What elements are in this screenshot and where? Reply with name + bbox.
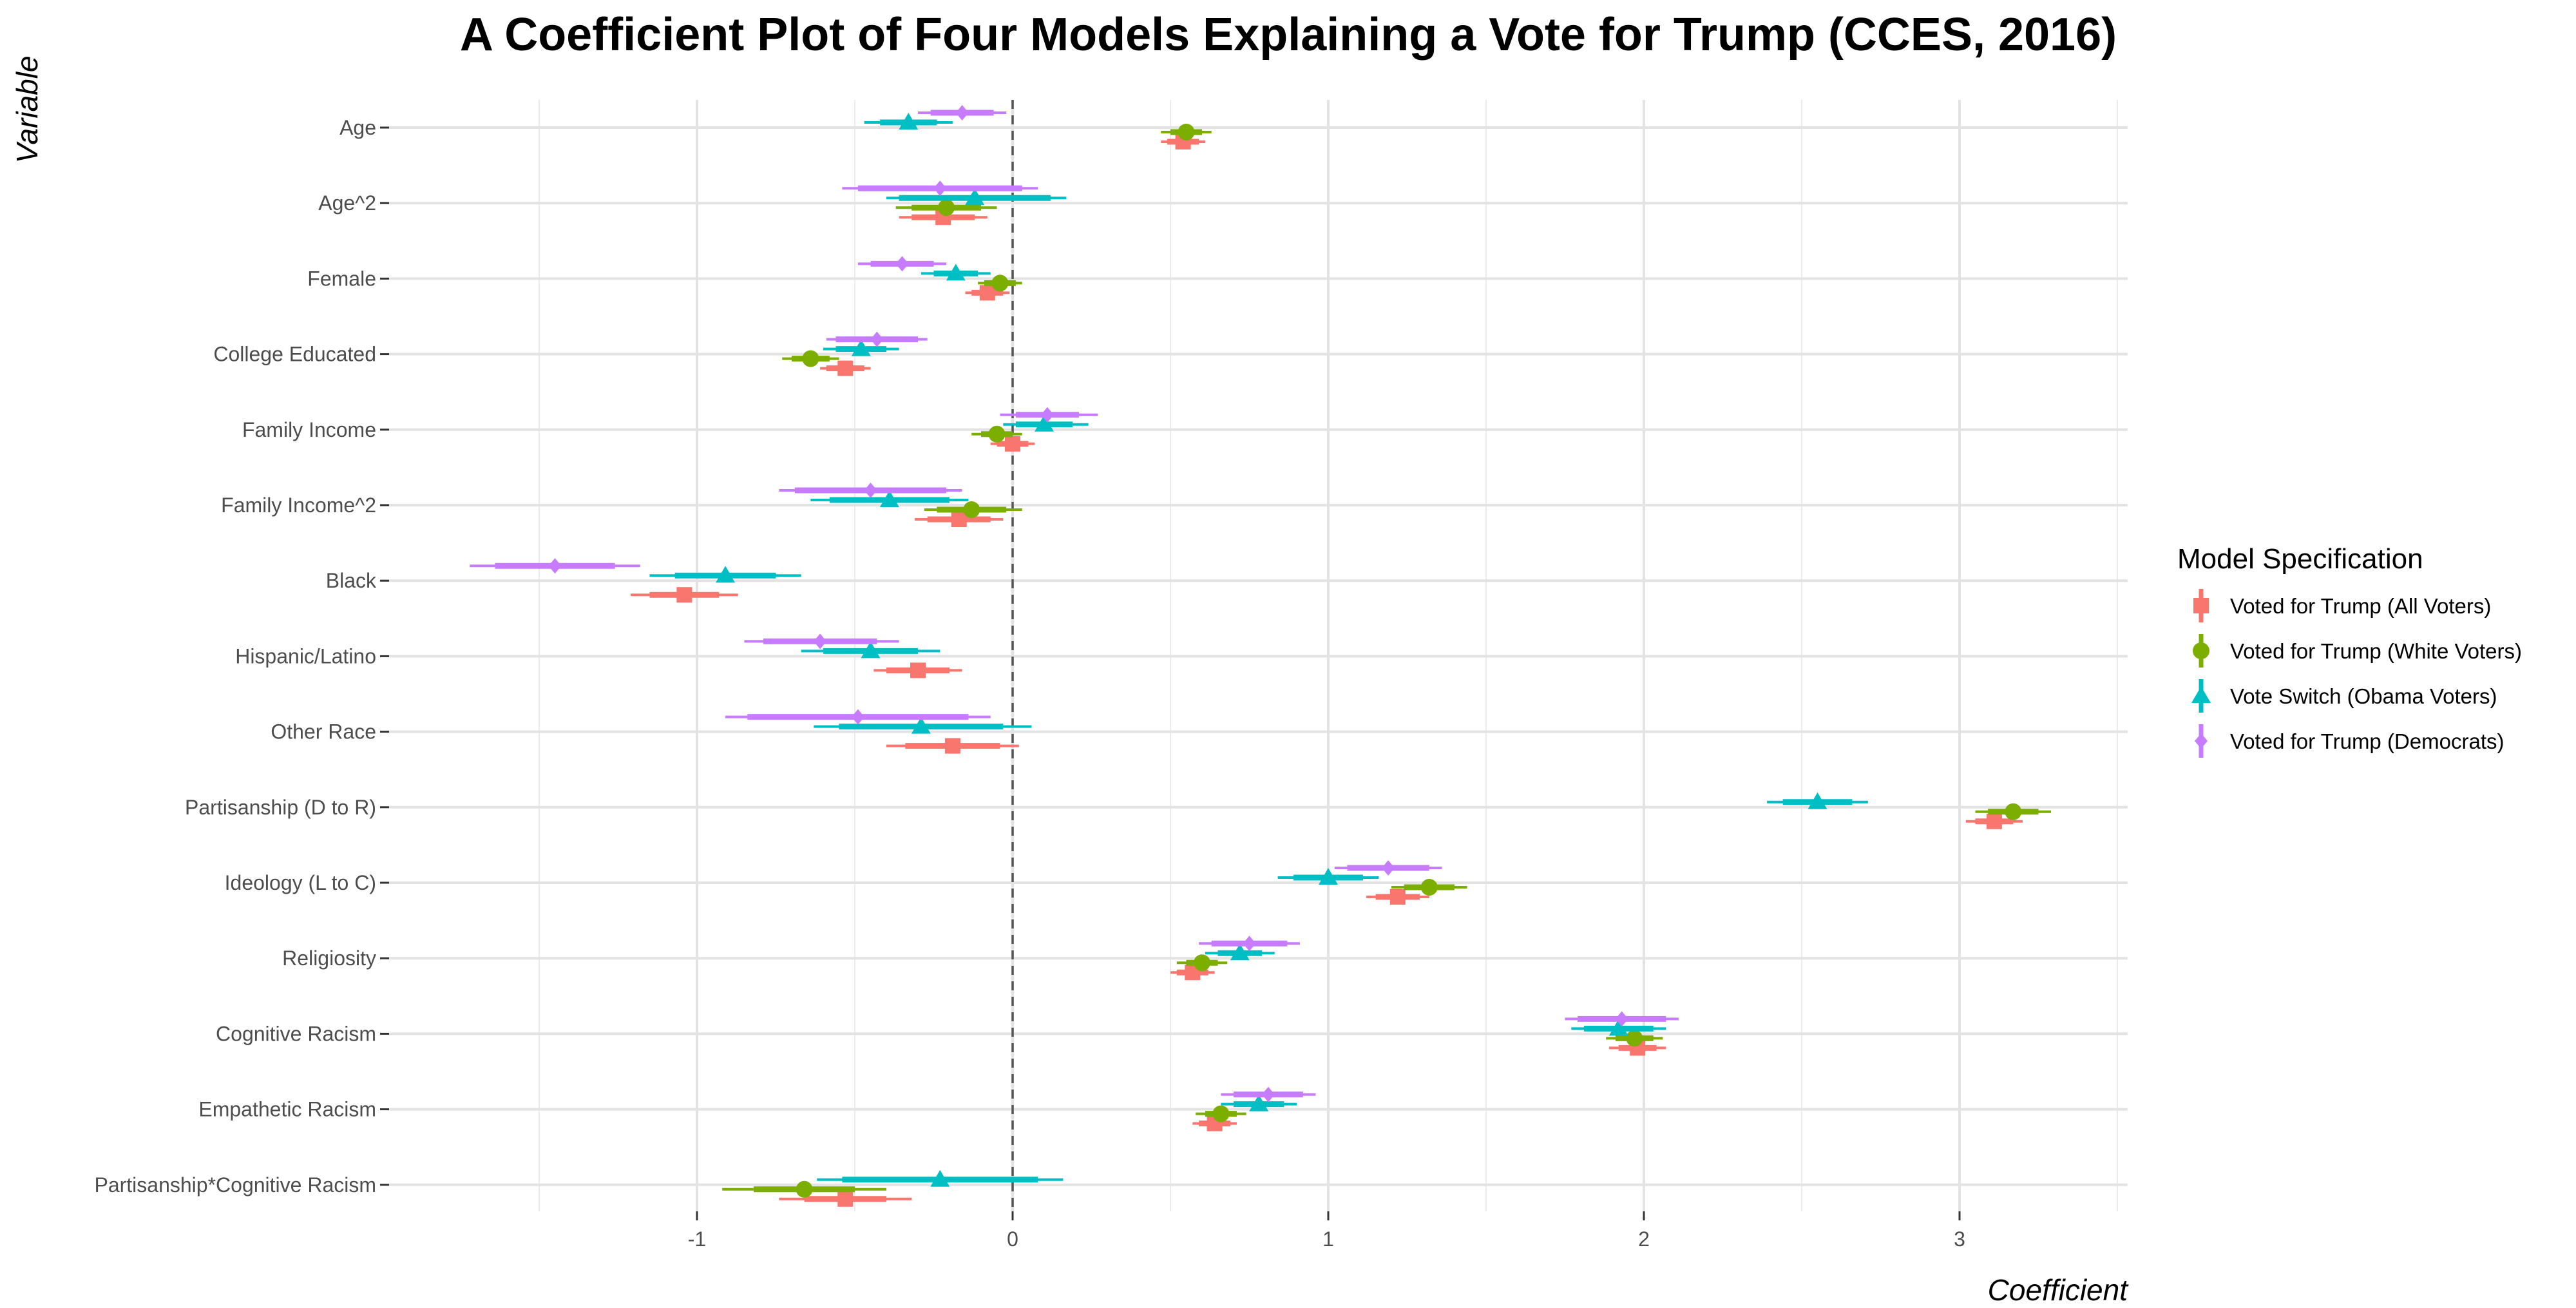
estimate-point xyxy=(938,199,955,216)
estimate-point xyxy=(864,483,877,498)
estimate-point xyxy=(965,188,985,206)
estimate-point xyxy=(851,709,864,725)
estimate-point xyxy=(1389,889,1406,905)
estimate-point xyxy=(1615,1011,1628,1027)
estimate-point xyxy=(944,738,960,754)
y-tick-label: Other Race xyxy=(271,720,376,744)
estimate-point xyxy=(1005,436,1020,452)
y-tick-label: Empathetic Racism xyxy=(198,1098,376,1121)
x-axis-title: Coefficient xyxy=(1988,1273,2130,1307)
estimate-point xyxy=(963,501,980,518)
series-triangle xyxy=(649,113,1868,1187)
estimate-point xyxy=(1986,813,2002,829)
legend-key-marker xyxy=(2191,686,2211,703)
estimate-point xyxy=(1243,936,1256,952)
y-tick-label: Hispanic/Latino xyxy=(235,644,376,668)
estimate-point xyxy=(879,490,899,507)
estimate-point xyxy=(796,1180,813,1198)
y-tick-label: Female xyxy=(307,267,376,290)
legend-item: Voted for Trump (Democrats) xyxy=(2195,724,2504,758)
y-tick-label: Family Income^2 xyxy=(221,494,376,517)
y-tick-label: Cognitive Racism xyxy=(216,1022,376,1045)
estimate-point xyxy=(861,641,881,659)
estimate-point xyxy=(1808,792,1827,809)
legend-item: Vote Switch (Obama Voters) xyxy=(2191,679,2497,713)
x-tick-label: 2 xyxy=(1638,1227,1650,1251)
x-tick-label: 3 xyxy=(1954,1227,1965,1251)
legend-label: Voted for Trump (All Voters) xyxy=(2230,594,2491,618)
legend-label: Voted for Trump (White Voters) xyxy=(2230,639,2522,663)
estimate-point xyxy=(955,105,969,120)
y-tick-label: Ideology (L to C) xyxy=(225,871,376,894)
chart-title: A Coefficient Plot of Four Models Explai… xyxy=(460,9,2117,61)
x-tick-label: 1 xyxy=(1322,1227,1334,1251)
legend-label: Vote Switch (Obama Voters) xyxy=(2230,684,2497,708)
y-tick-label: Family Income xyxy=(242,418,376,441)
y-axis-title: Variable xyxy=(10,55,44,163)
estimate-point xyxy=(837,1191,854,1207)
estimate-point xyxy=(870,331,884,347)
estimate-point xyxy=(951,512,967,527)
estimate-point xyxy=(1178,124,1195,140)
legend-item: Voted for Trump (White Voters) xyxy=(2193,634,2522,668)
estimate-point xyxy=(1261,1086,1275,1102)
estimate-point xyxy=(910,662,926,678)
y-tick-label: Black xyxy=(326,569,377,592)
series-square xyxy=(631,134,2023,1207)
estimate-point xyxy=(979,285,995,301)
estimate-point xyxy=(548,558,562,574)
estimate-point xyxy=(1382,860,1395,876)
estimate-point xyxy=(1319,868,1338,885)
series-circle xyxy=(722,124,2052,1198)
x-tick-label: -1 xyxy=(688,1227,706,1251)
x-axis: -1 0 1 2 3 xyxy=(688,1211,1965,1251)
y-tick-label: Religiosity xyxy=(282,947,376,970)
y-axis: Age Age^2 Female College Educated Family Inc… xyxy=(94,116,389,1197)
legend-label: Voted for Trump (Democrats) xyxy=(2230,729,2504,753)
estimate-point xyxy=(837,360,854,376)
legend-title: Model Specification xyxy=(2177,543,2423,575)
legend-key-marker xyxy=(2193,598,2209,613)
estimate-point xyxy=(1608,1019,1628,1036)
estimate-point xyxy=(814,633,827,649)
estimate-point xyxy=(676,587,692,603)
legend-item: Voted for Trump (All Voters) xyxy=(2193,589,2491,622)
y-tick-label: Partisanship (D to R) xyxy=(185,796,376,819)
estimate-point xyxy=(716,566,736,583)
estimate-point xyxy=(1230,943,1250,961)
estimate-point xyxy=(933,180,947,197)
legend: Model Specification Voted for Trump (All… xyxy=(2177,543,2522,758)
estimate-point xyxy=(930,1169,950,1187)
estimate-point xyxy=(1249,1094,1269,1111)
estimate-point xyxy=(946,264,966,281)
legend-key-marker xyxy=(2193,642,2209,659)
legend-key-marker xyxy=(2195,733,2208,749)
estimate-point xyxy=(911,717,931,734)
estimate-point xyxy=(1212,1105,1230,1122)
estimate-point xyxy=(991,274,1009,292)
y-tick-label: Age^2 xyxy=(318,191,376,215)
estimate-point xyxy=(802,350,819,367)
estimate-point xyxy=(899,113,919,130)
estimate-point xyxy=(1420,879,1438,896)
estimate-point xyxy=(851,339,871,356)
estimate-point xyxy=(1035,414,1054,432)
estimate-point xyxy=(2005,803,2022,820)
estimate-point xyxy=(895,256,909,272)
y-tick-label: Partisanship*Cognitive Racism xyxy=(94,1173,376,1197)
estimate-point xyxy=(1040,407,1054,423)
grid xyxy=(389,100,2128,1211)
x-tick-label: 0 xyxy=(1007,1227,1018,1251)
y-tick-label: College Educated xyxy=(213,343,376,366)
series-diamond xyxy=(470,105,1679,1102)
estimate-point xyxy=(1194,954,1210,972)
series-layer xyxy=(470,105,2052,1207)
y-tick-label: Age xyxy=(339,116,376,139)
estimate-point xyxy=(1626,1030,1643,1047)
estimate-point xyxy=(988,425,1006,443)
